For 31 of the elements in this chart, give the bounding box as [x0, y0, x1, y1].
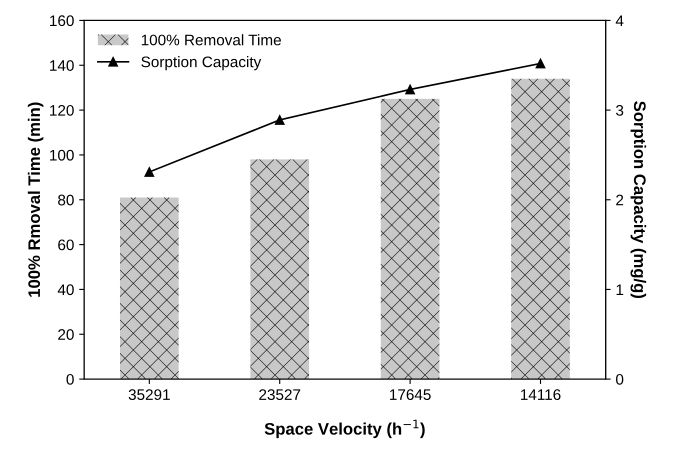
x-tick-label: 17645: [390, 389, 431, 400]
point: [536, 58, 546, 68]
y-tick-label: 40: [58, 284, 74, 296]
y-axis-title: 100% Rmoval Time (min): [28, 102, 44, 297]
point: [405, 84, 415, 94]
y2-tick-label: 2: [616, 194, 624, 206]
legend-label: 100% Removal Time: [142, 34, 281, 46]
y-tick-label: 60: [58, 239, 74, 250]
x-tick-label: 14116: [520, 389, 561, 400]
y-tick-label: 120: [50, 104, 74, 116]
point: [274, 115, 285, 125]
y-tick-label: 80: [58, 194, 74, 206]
bar: [511, 78, 570, 380]
y-tick-label: 140: [50, 60, 74, 71]
y-tick-label: 100: [50, 150, 74, 161]
y2-tick-label: 3: [616, 104, 624, 116]
point: [144, 167, 154, 177]
y-tick-label: 0: [66, 374, 74, 385]
y-tick-label: 160: [50, 15, 74, 26]
y2-tick-label: 0: [616, 374, 624, 385]
x-axis-title: Space Velocity (h$^{−1}$): [264, 420, 425, 438]
legend-label: Sorption Capacity: [141, 56, 262, 70]
y2-tick-label: 1: [616, 284, 624, 295]
bar: [380, 98, 440, 380]
x-tick-label: 23527: [259, 389, 300, 400]
y2-axis-title: Sorption Capacity (mg/g): [630, 101, 646, 298]
y-tick-label: 20: [58, 329, 74, 340]
bar: [250, 159, 310, 380]
x-tick-label: 35291: [128, 389, 170, 400]
y2-tick-label: 4: [616, 15, 624, 26]
bar: [120, 198, 179, 380]
